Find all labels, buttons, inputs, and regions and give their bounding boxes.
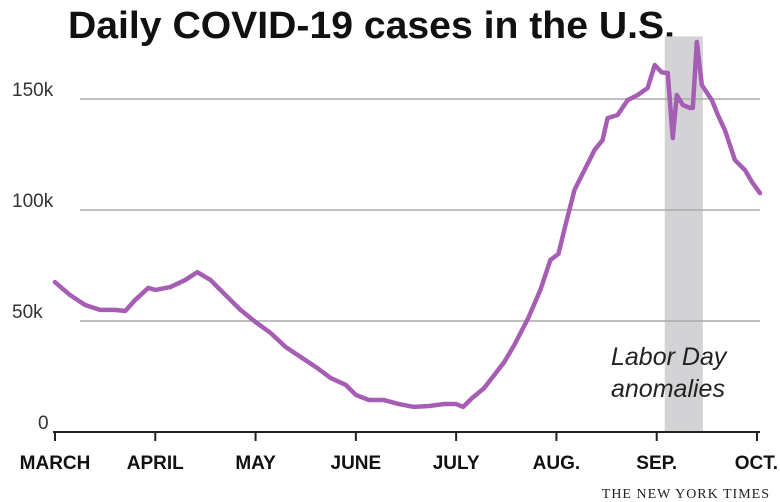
x-tick-label: OCT. bbox=[735, 453, 778, 474]
y-tick-label: 100k bbox=[12, 191, 54, 212]
x-tick-label: AUG. bbox=[533, 453, 581, 474]
y-tick-label: 0 bbox=[38, 413, 49, 434]
x-tick-label: APRIL bbox=[127, 453, 184, 474]
annotation: anomalies bbox=[611, 375, 725, 403]
x-tick-label: JULY bbox=[433, 453, 480, 474]
y-tick-label: 150k bbox=[12, 80, 54, 101]
x-tick-label: JUNE bbox=[331, 453, 382, 474]
source: THE NEW YORK TIMES bbox=[602, 487, 770, 502]
x-tick-label: MAY bbox=[235, 453, 276, 474]
chart-title: Daily COVID-19 cases in the U.S. bbox=[68, 5, 675, 47]
y-tick-label: 50k bbox=[12, 302, 43, 323]
x-tick-label: SEP. bbox=[636, 453, 677, 474]
x-tick-label: MARCH bbox=[20, 453, 91, 474]
data-line bbox=[52, 39, 763, 410]
annotation: Labor Day bbox=[611, 343, 728, 371]
